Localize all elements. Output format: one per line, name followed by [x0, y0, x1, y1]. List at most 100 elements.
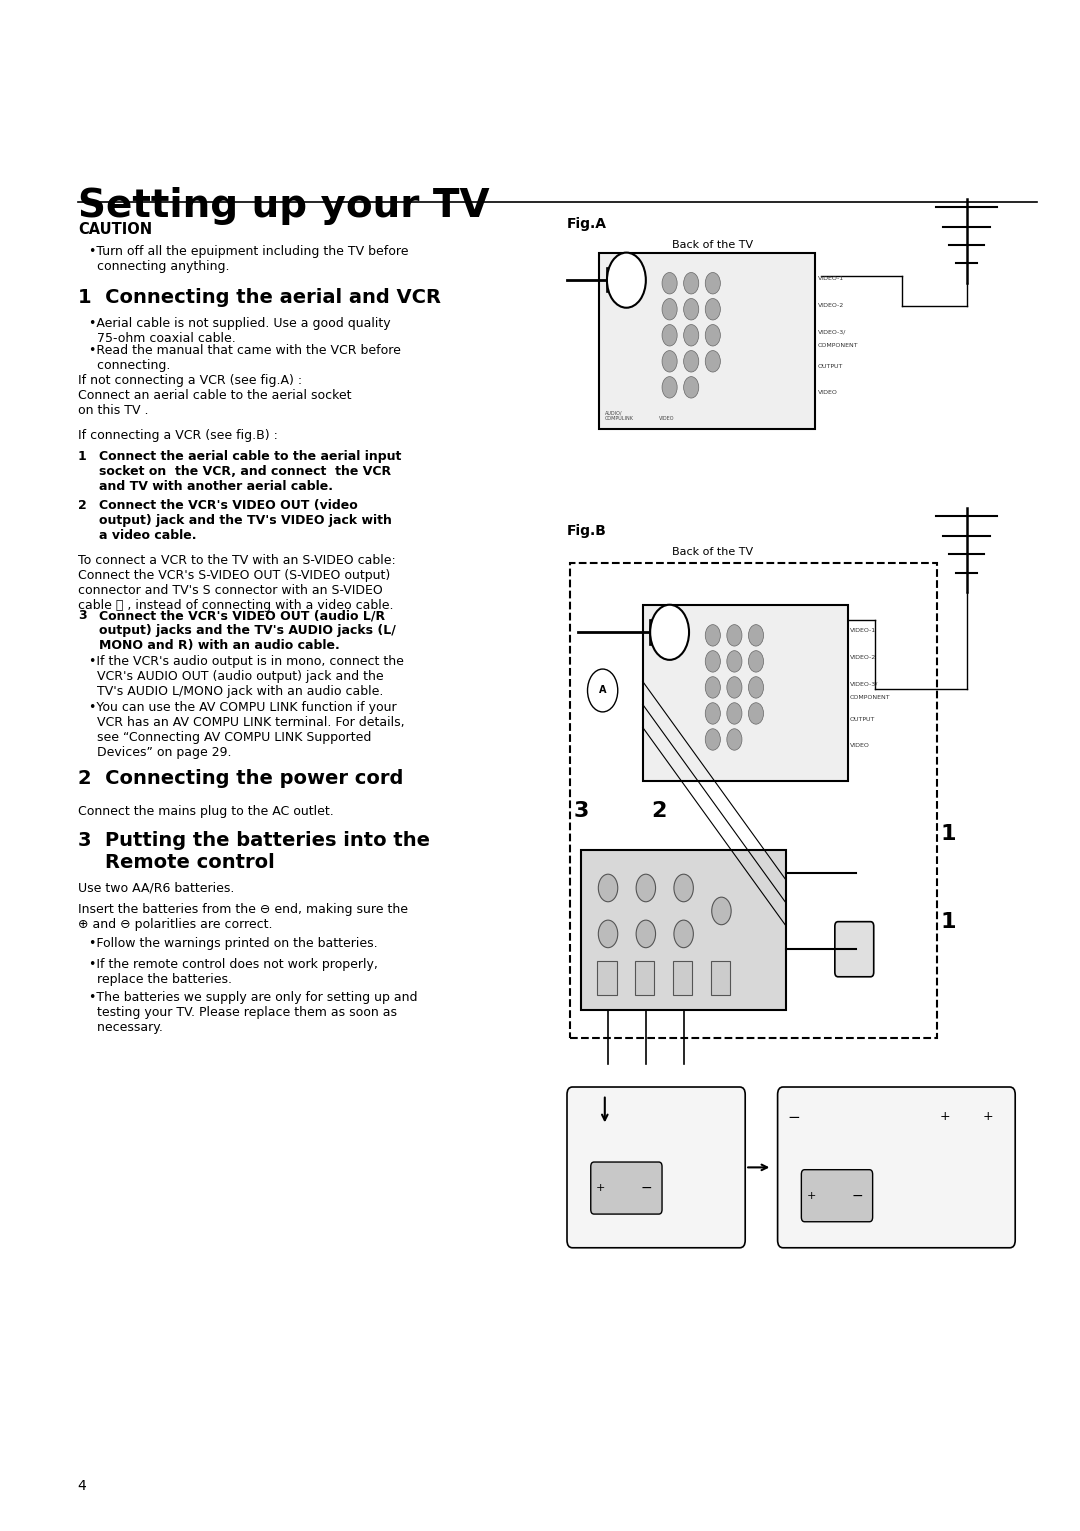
Circle shape: [588, 669, 618, 712]
Circle shape: [705, 651, 720, 672]
Circle shape: [662, 273, 677, 294]
Text: 2: 2: [651, 801, 666, 822]
Text: 1  Connecting the aerial and VCR: 1 Connecting the aerial and VCR: [78, 288, 441, 306]
Circle shape: [662, 377, 677, 398]
Text: •Aerial cable is not supplied. Use a good quality
  75-ohm coaxial cable.: •Aerial cable is not supplied. Use a goo…: [89, 317, 390, 344]
FancyBboxPatch shape: [650, 620, 670, 645]
Text: Back of the TV: Back of the TV: [672, 547, 754, 557]
Text: AUDIO/
COMPULINK: AUDIO/ COMPULINK: [605, 410, 634, 421]
FancyBboxPatch shape: [711, 961, 730, 995]
Text: VIDEO-1: VIDEO-1: [818, 276, 843, 280]
Text: 2  Connecting the power cord: 2 Connecting the power cord: [78, 769, 403, 787]
Circle shape: [607, 253, 646, 308]
Text: •You can use the AV COMPU LINK function if your
  VCR has an AV COMPU LINK termi: •You can use the AV COMPU LINK function …: [89, 701, 404, 759]
Text: •If the remote control does not work properly,
  replace the batteries.: •If the remote control does not work pro…: [89, 958, 377, 986]
Text: Connect the VCR's VIDEO OUT (video
output) jack and the TV's VIDEO jack with
a v: Connect the VCR's VIDEO OUT (video outpu…: [99, 499, 392, 542]
Text: VIDEO-2: VIDEO-2: [818, 303, 843, 308]
Text: •The batteries we supply are only for setting up and
  testing your TV. Please r: •The batteries we supply are only for se…: [89, 991, 417, 1033]
Circle shape: [662, 299, 677, 320]
Text: •Read the manual that came with the VCR before
  connecting.: •Read the manual that came with the VCR …: [89, 344, 401, 372]
Text: VIDEO: VIDEO: [659, 416, 674, 421]
Circle shape: [662, 325, 677, 346]
FancyBboxPatch shape: [635, 961, 654, 995]
Circle shape: [705, 625, 720, 646]
Circle shape: [727, 651, 742, 672]
Circle shape: [684, 325, 699, 346]
Text: 3: 3: [78, 609, 86, 622]
FancyBboxPatch shape: [643, 605, 848, 781]
Text: −: −: [851, 1188, 863, 1203]
Text: To connect a VCR to the TV with an S-VIDEO cable:
Connect the VCR's S-VIDEO OUT : To connect a VCR to the TV with an S-VID…: [78, 554, 395, 612]
Circle shape: [674, 874, 693, 902]
Text: +: +: [807, 1191, 816, 1200]
Circle shape: [748, 703, 764, 724]
FancyBboxPatch shape: [591, 1162, 662, 1214]
FancyBboxPatch shape: [597, 961, 617, 995]
FancyBboxPatch shape: [607, 268, 626, 292]
Circle shape: [727, 703, 742, 724]
Text: −: −: [640, 1180, 652, 1196]
Circle shape: [636, 874, 656, 902]
Text: +: +: [983, 1110, 994, 1122]
Text: •If the VCR's audio output is in mono, connect the
  VCR's AUDIO OUT (audio outp: •If the VCR's audio output is in mono, c…: [89, 655, 404, 698]
Circle shape: [705, 729, 720, 750]
Text: Connect the VCR's VIDEO OUT (audio L/R
output) jacks and the TV's AUDIO jacks (L: Connect the VCR's VIDEO OUT (audio L/R o…: [99, 609, 396, 652]
Circle shape: [705, 677, 720, 698]
FancyBboxPatch shape: [801, 1170, 873, 1222]
Text: •Follow the warnings printed on the batteries.: •Follow the warnings printed on the batt…: [89, 937, 377, 949]
Circle shape: [727, 677, 742, 698]
Text: VIDEO-3/: VIDEO-3/: [850, 681, 878, 686]
FancyBboxPatch shape: [599, 253, 815, 429]
Text: Fig.A: Fig.A: [567, 217, 607, 231]
Circle shape: [674, 920, 693, 948]
Circle shape: [705, 273, 720, 294]
Circle shape: [705, 325, 720, 346]
Circle shape: [748, 651, 764, 672]
Circle shape: [727, 625, 742, 646]
Text: −: −: [787, 1110, 800, 1125]
Circle shape: [705, 351, 720, 372]
Text: Insert the batteries from the ⊖ end, making sure the
⊕ and ⊖ polaritlies are cor: Insert the batteries from the ⊖ end, mak…: [78, 903, 408, 931]
Circle shape: [712, 897, 731, 925]
Text: Back of the TV: Back of the TV: [672, 240, 754, 251]
FancyBboxPatch shape: [567, 1087, 745, 1248]
Text: Connect the mains plug to the AC outlet.: Connect the mains plug to the AC outlet.: [78, 805, 334, 818]
Circle shape: [684, 273, 699, 294]
Circle shape: [636, 920, 656, 948]
Circle shape: [705, 703, 720, 724]
Text: +: +: [596, 1183, 606, 1193]
Circle shape: [650, 605, 689, 660]
Text: 1: 1: [941, 911, 956, 932]
Text: A: A: [599, 686, 606, 695]
Circle shape: [684, 299, 699, 320]
Circle shape: [727, 729, 742, 750]
Text: Use two AA/R6 batteries.: Use two AA/R6 batteries.: [78, 882, 234, 894]
Text: Fig.B: Fig.B: [567, 524, 607, 537]
Text: 3: 3: [573, 801, 589, 822]
Text: VIDEO-1: VIDEO-1: [850, 628, 876, 632]
Text: If connecting a VCR (see fig.B) :: If connecting a VCR (see fig.B) :: [78, 429, 278, 441]
Text: COMPONENT: COMPONENT: [850, 695, 891, 700]
Text: If not connecting a VCR (see fig.A) :
Connect an aerial cable to the aerial sock: If not connecting a VCR (see fig.A) : Co…: [78, 374, 351, 416]
Text: CAUTION: CAUTION: [78, 222, 152, 237]
Circle shape: [598, 874, 618, 902]
Text: VIDEO: VIDEO: [850, 743, 869, 747]
Circle shape: [684, 377, 699, 398]
Circle shape: [662, 351, 677, 372]
Text: COMPONENT: COMPONENT: [818, 343, 859, 348]
Text: 4: 4: [78, 1479, 86, 1493]
Circle shape: [748, 677, 764, 698]
FancyBboxPatch shape: [778, 1087, 1015, 1248]
Text: VIDEO: VIDEO: [818, 390, 837, 395]
Circle shape: [684, 351, 699, 372]
Text: 3  Putting the batteries into the
    Remote control: 3 Putting the batteries into the Remote …: [78, 831, 430, 873]
Circle shape: [598, 920, 618, 948]
Text: 2: 2: [78, 499, 86, 511]
Text: Setting up your TV: Setting up your TV: [78, 187, 489, 225]
FancyBboxPatch shape: [581, 850, 786, 1010]
Text: +: +: [940, 1110, 950, 1122]
Text: Connect the aerial cable to the aerial input
socket on  the VCR, and connect  th: Connect the aerial cable to the aerial i…: [99, 450, 402, 493]
Text: OUTPUT: OUTPUT: [850, 717, 875, 721]
Text: •Turn off all the epuipment including the TV before
  connecting anything.: •Turn off all the epuipment including th…: [89, 245, 408, 273]
FancyBboxPatch shape: [835, 922, 874, 977]
